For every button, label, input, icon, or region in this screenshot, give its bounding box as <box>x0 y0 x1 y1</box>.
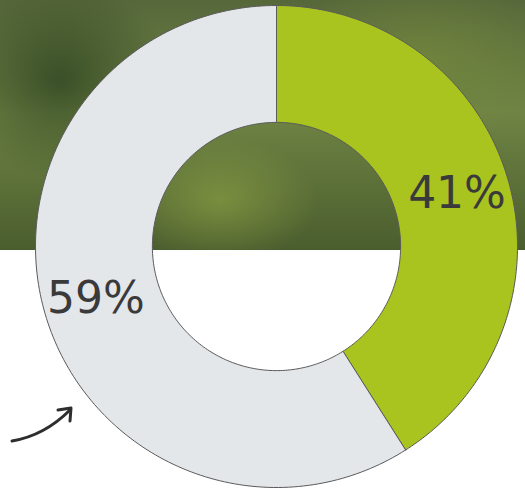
svg-text:59%: 59% <box>47 272 145 323</box>
svg-text:41%: 41% <box>408 167 506 218</box>
